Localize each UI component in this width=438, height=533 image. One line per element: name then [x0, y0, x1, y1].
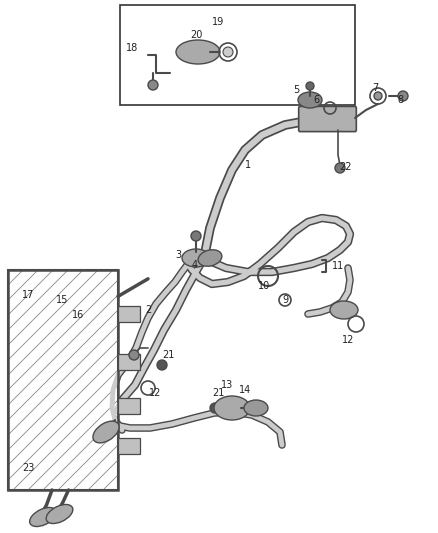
Ellipse shape: [306, 82, 314, 90]
Text: 5: 5: [293, 85, 299, 95]
Text: 1: 1: [245, 160, 251, 170]
FancyBboxPatch shape: [120, 5, 355, 105]
Ellipse shape: [330, 301, 358, 319]
Ellipse shape: [157, 360, 167, 370]
Text: 17: 17: [22, 290, 34, 300]
Ellipse shape: [176, 40, 220, 64]
Text: 20: 20: [190, 30, 202, 40]
Ellipse shape: [93, 421, 119, 443]
Text: 19: 19: [212, 17, 224, 27]
Ellipse shape: [214, 396, 250, 420]
Text: 22: 22: [339, 162, 351, 172]
Text: 21: 21: [162, 350, 174, 360]
Text: 18: 18: [126, 43, 138, 53]
Bar: [118, 306, 140, 322]
Text: 15: 15: [56, 295, 68, 305]
Text: 14: 14: [239, 385, 251, 395]
Ellipse shape: [182, 249, 210, 267]
Bar: [118, 354, 140, 370]
Text: 7: 7: [372, 83, 378, 93]
Ellipse shape: [298, 92, 322, 108]
Ellipse shape: [374, 92, 382, 100]
Text: 12: 12: [149, 388, 161, 398]
Bar: [118, 398, 140, 414]
Text: 23: 23: [22, 463, 34, 473]
Ellipse shape: [191, 231, 201, 241]
Ellipse shape: [30, 507, 57, 527]
Ellipse shape: [129, 350, 139, 360]
Text: 9: 9: [282, 295, 288, 305]
Text: 4: 4: [192, 260, 198, 270]
Text: 11: 11: [332, 261, 344, 271]
Text: 3: 3: [175, 250, 181, 260]
Text: 13: 13: [221, 380, 233, 390]
Text: 6: 6: [313, 95, 319, 105]
Text: 21: 21: [212, 388, 224, 398]
Ellipse shape: [148, 80, 158, 90]
Text: 2: 2: [145, 305, 151, 315]
Ellipse shape: [223, 47, 233, 57]
Bar: [8, 270, 118, 490]
Ellipse shape: [210, 403, 220, 413]
Ellipse shape: [244, 400, 268, 416]
Text: 8: 8: [397, 95, 403, 105]
Ellipse shape: [398, 91, 408, 101]
Ellipse shape: [46, 505, 73, 523]
Text: 16: 16: [72, 310, 84, 320]
Text: 12: 12: [342, 335, 354, 345]
Ellipse shape: [335, 163, 345, 173]
Ellipse shape: [198, 250, 222, 266]
Bar: [118, 438, 140, 454]
Bar: [8, 270, 118, 490]
FancyBboxPatch shape: [299, 107, 357, 132]
Text: 10: 10: [258, 281, 270, 291]
